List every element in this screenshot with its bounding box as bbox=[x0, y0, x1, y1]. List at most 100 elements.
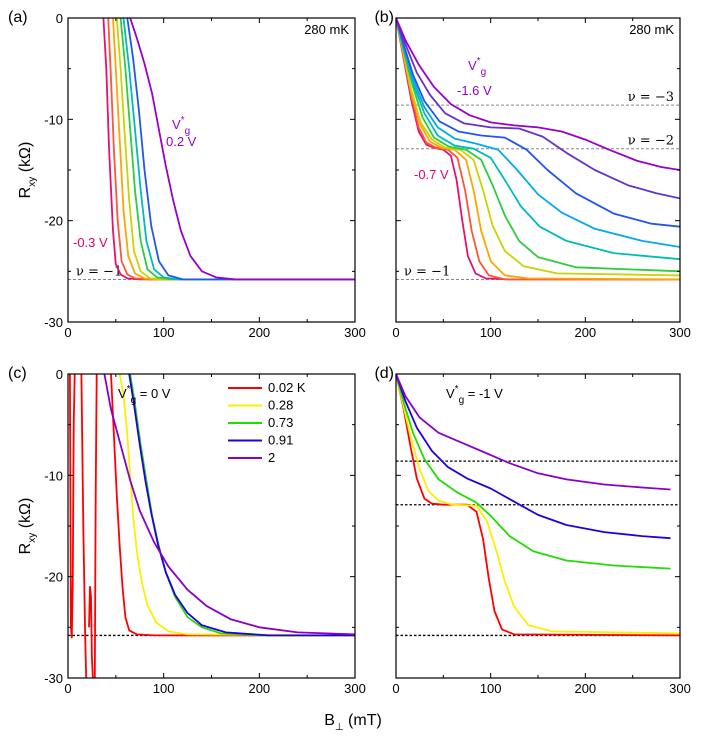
gate-voltage-label: V*g = -1 V bbox=[446, 384, 503, 406]
filling-factor-label: ν = −1 bbox=[76, 264, 122, 279]
panel-a: ν = −1 0 100 200 300 0 -10 -20 -30 (a) 280 mK 0.2 V… bbox=[8, 9, 366, 340]
series-line bbox=[126, 18, 355, 281]
series-line bbox=[80, 374, 88, 678]
series-line bbox=[129, 18, 355, 281]
series-line bbox=[103, 374, 355, 636]
panel-c: 0 100 200 300 0 -10 -20 -30 (c) 0.02 K 0.28 0.73 0.9… bbox=[8, 365, 366, 696]
gate-voltage-symbol-part: g bbox=[481, 67, 487, 78]
series-line bbox=[396, 18, 680, 248]
series-line bbox=[122, 18, 355, 281]
series-line bbox=[112, 18, 355, 281]
series-line bbox=[396, 374, 671, 491]
gate-voltage-symbol-part: g bbox=[185, 126, 191, 137]
gate-voltage-label-part: * bbox=[127, 384, 131, 395]
series-line bbox=[93, 374, 98, 678]
gate-voltage-label-part: V bbox=[118, 386, 127, 401]
y-tick-label: -30 bbox=[44, 671, 63, 686]
x-axis-label-part: B bbox=[324, 712, 335, 729]
y-tick-label: -20 bbox=[44, 214, 63, 229]
gate-voltage-symbol-part: V bbox=[468, 58, 477, 73]
y-axis-label-part: xy bbox=[27, 177, 38, 187]
filling-factor-label: ν = −2 bbox=[628, 134, 674, 149]
y-axis-label: Rxy (kΩ) bbox=[17, 498, 38, 555]
x-tick-label: 100 bbox=[153, 681, 175, 696]
gate-voltage-value: -1.6 V bbox=[457, 83, 492, 98]
series-line bbox=[396, 18, 680, 281]
x-tick-label: 100 bbox=[480, 681, 502, 696]
series-line bbox=[396, 374, 671, 540]
gate-voltage-label-part: = 0 V bbox=[136, 386, 171, 401]
series-group bbox=[102, 18, 355, 281]
gate-voltage-label-part: g bbox=[459, 395, 465, 406]
series-line bbox=[396, 18, 680, 200]
x-tick-label: 300 bbox=[344, 681, 366, 696]
y-axis-label: Rxy (kΩ) bbox=[17, 142, 38, 199]
x-tick-label: 200 bbox=[248, 325, 270, 340]
gate-voltage-symbol-part: * bbox=[477, 56, 481, 67]
series-line bbox=[110, 374, 355, 637]
gate-voltage-label-part: * bbox=[455, 384, 459, 395]
legend-label: 0.28 bbox=[268, 398, 293, 413]
legend-label: 0.91 bbox=[268, 433, 293, 448]
series-line bbox=[396, 18, 680, 273]
series-line bbox=[396, 18, 680, 228]
panel-b: ν = −3 ν = −2 ν = −1 0 100 200 300 (b) 280 mK -1.… bbox=[374, 9, 690, 340]
gate-voltage-value: -0.7 V bbox=[414, 167, 449, 182]
x-tick-label: 200 bbox=[574, 325, 596, 340]
filling-factor-label: ν = −3 bbox=[628, 90, 674, 105]
x-tick-label: 200 bbox=[248, 681, 270, 696]
x-axis-label-part: (mT) bbox=[344, 712, 382, 729]
x-tick-label: 0 bbox=[392, 325, 399, 340]
series-line bbox=[118, 374, 355, 637]
series-line bbox=[396, 18, 680, 171]
series-line bbox=[88, 585, 94, 678]
series-line bbox=[396, 18, 680, 277]
x-tick-label: 100 bbox=[480, 325, 502, 340]
y-tick-label: -10 bbox=[44, 468, 63, 483]
y-axis-label-part: R bbox=[17, 543, 34, 555]
series-line bbox=[396, 18, 680, 281]
gate-voltage-symbol: V*g bbox=[468, 56, 486, 78]
y-axis-label-part: R bbox=[17, 187, 34, 199]
y-tick-label: 0 bbox=[56, 11, 63, 26]
y-axis-label-part: (kΩ) bbox=[17, 142, 34, 177]
series-line bbox=[396, 374, 680, 635]
y-tick-label: -20 bbox=[44, 570, 63, 585]
temperature-label: 280 mK bbox=[304, 22, 349, 37]
filling-factor-label: ν = −1 bbox=[404, 264, 450, 279]
y-axis-label-part: xy bbox=[27, 533, 38, 543]
panel-label: (c) bbox=[8, 365, 27, 382]
gate-voltage-label-part: = -1 V bbox=[464, 386, 503, 401]
gate-voltage-symbol-part: V bbox=[172, 117, 181, 132]
series-line bbox=[396, 18, 680, 261]
series-line bbox=[107, 18, 355, 281]
gate-voltage-label: V*g = 0 V bbox=[118, 384, 171, 406]
series-group bbox=[396, 374, 680, 637]
temperature-label: 280 mK bbox=[629, 22, 674, 37]
y-tick-label: -10 bbox=[44, 112, 63, 127]
gate-voltage-label-part: g bbox=[131, 395, 137, 406]
gate-voltage-value: -0.3 V bbox=[73, 235, 108, 250]
x-tick-label: 300 bbox=[669, 681, 691, 696]
series-line bbox=[115, 18, 355, 281]
x-tick-label: 200 bbox=[574, 681, 596, 696]
series-line bbox=[119, 18, 355, 281]
series-group bbox=[396, 18, 680, 281]
panel-d: 0 100 200 300 (d) bbox=[374, 365, 690, 696]
y-tick-label: -30 bbox=[44, 315, 63, 330]
x-tick-label: 300 bbox=[669, 325, 691, 340]
x-tick-label: 0 bbox=[64, 325, 71, 340]
panel-label: (b) bbox=[374, 9, 394, 26]
x-tick-label: 300 bbox=[344, 325, 366, 340]
series-line bbox=[128, 374, 355, 637]
gate-voltage-symbol-part: * bbox=[181, 115, 185, 126]
x-axis-label-part: ⊥ bbox=[335, 722, 344, 733]
legend-label: 0.73 bbox=[268, 415, 293, 430]
legend-label: 2 bbox=[268, 450, 275, 465]
panel-label: (d) bbox=[374, 365, 394, 382]
series-group bbox=[69, 374, 355, 678]
legend-label: 0.02 K bbox=[268, 380, 306, 395]
series-line bbox=[396, 374, 671, 570]
series-line bbox=[69, 374, 76, 639]
